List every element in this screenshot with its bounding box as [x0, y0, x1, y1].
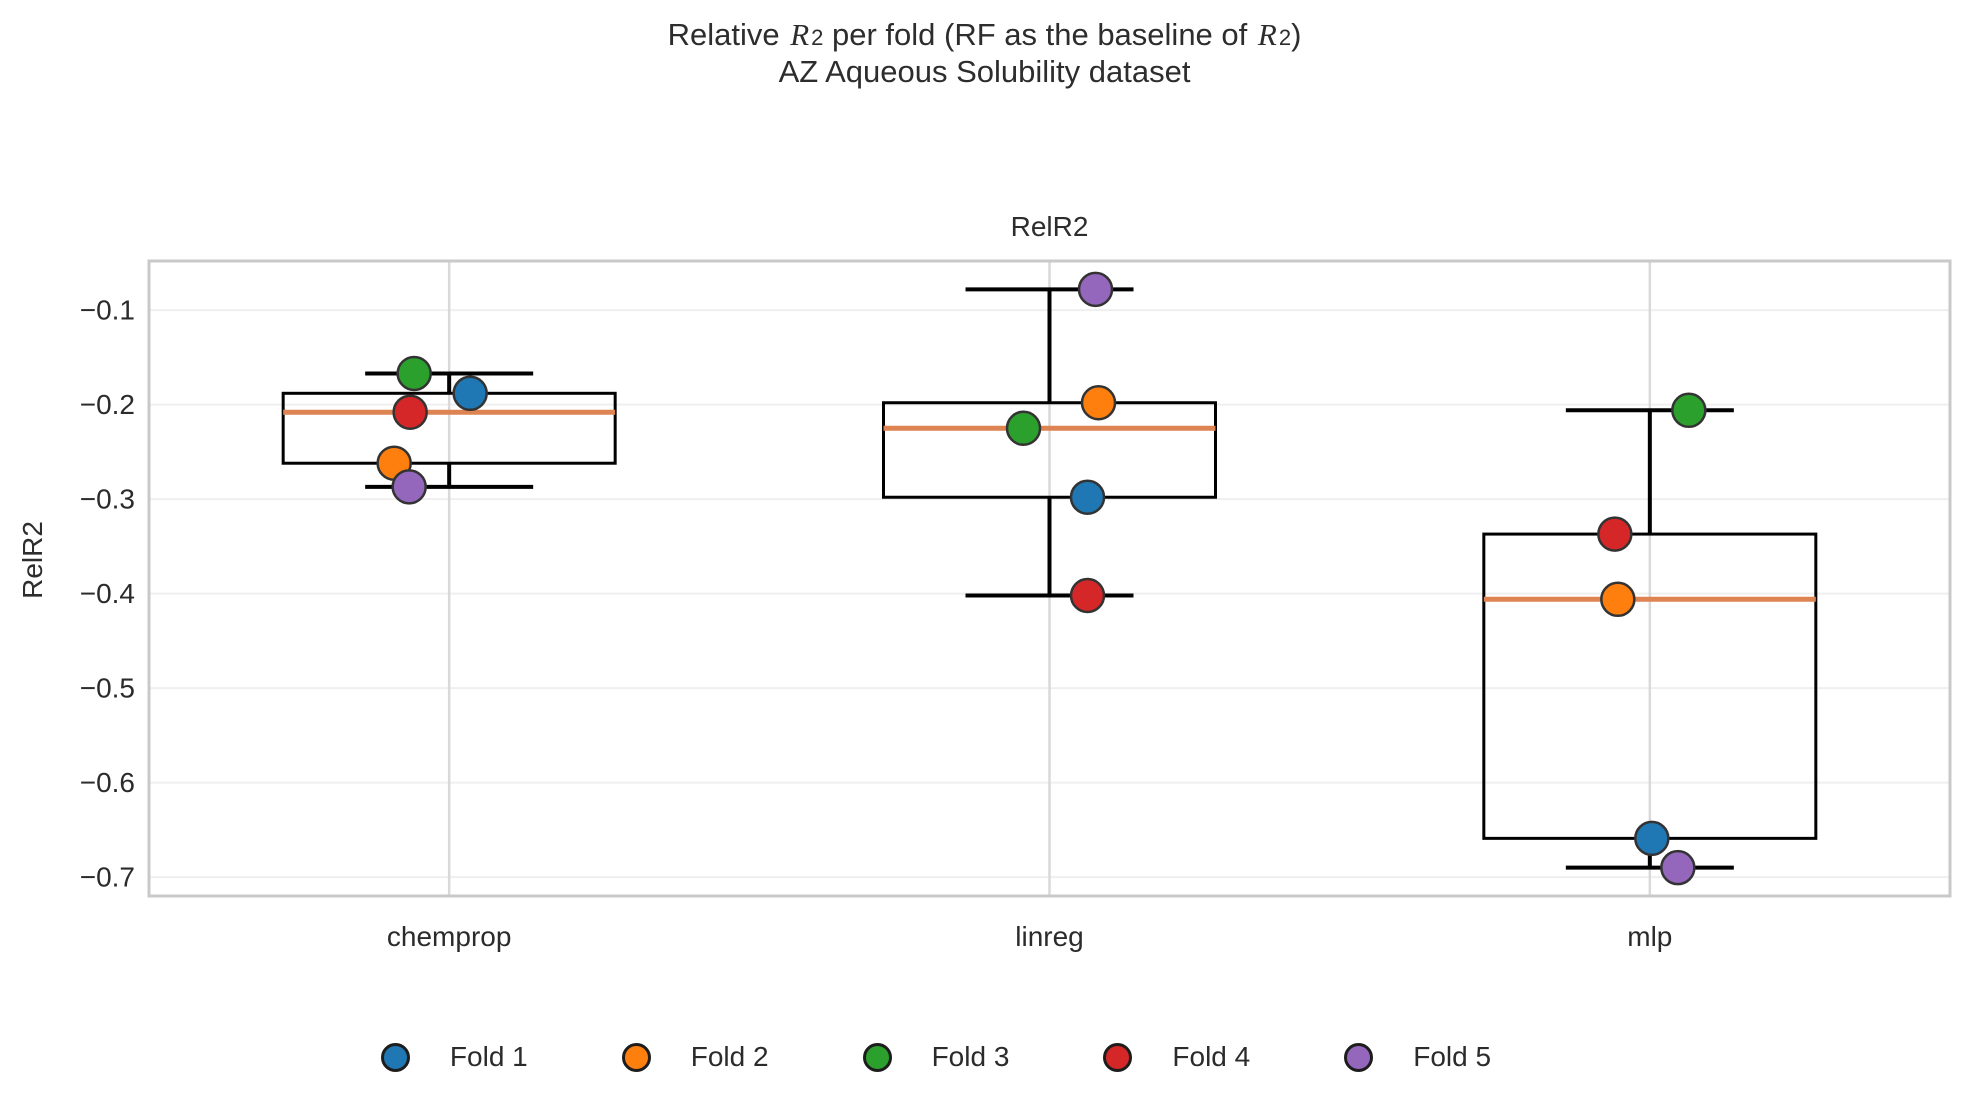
chart-title-block: Relative R2 per fold (RF as the baseline…: [0, 16, 1969, 90]
legend-item-fold-2: Fold 2: [621, 1041, 769, 1073]
data-point-chemprop-fold-5: [391, 469, 427, 505]
title-text: per fold (RF as the baseline of: [823, 17, 1256, 52]
y-tick-label: −0.1: [80, 295, 135, 326]
data-point-mlp-fold-2: [1600, 581, 1636, 618]
data-point-chemprop-fold-1: [452, 375, 488, 412]
data-point-mlp-fold-1: [1634, 820, 1670, 857]
fold-3-marker-icon: [862, 1042, 892, 1072]
data-point-mlp-fold-4: [1597, 516, 1633, 552]
title-text: Relative: [667, 17, 789, 52]
chart-subtitle: AZ Aqueous Solubility dataset: [778, 54, 1191, 89]
legend-label: Fold 5: [1413, 1041, 1492, 1072]
legend-label: Fold 4: [1172, 1041, 1251, 1072]
fold-4-marker-icon: [1103, 1042, 1133, 1072]
legend-item-fold-4: Fold 4: [1103, 1041, 1250, 1073]
data-point-chemprop-fold-4: [392, 394, 428, 430]
legend-item-fold-1: Fold 1: [380, 1041, 528, 1073]
y-tick-label: −0.4: [80, 578, 135, 609]
legend-label: Fold 1: [449, 1041, 528, 1072]
panel-title: RelR2: [1010, 211, 1089, 242]
legend-label: Fold 2: [690, 1041, 769, 1072]
fold-2-marker-icon: [621, 1042, 651, 1072]
title-superscript: 2: [1278, 25, 1292, 50]
box-linreg: [882, 401, 1217, 499]
y-tick-label: −0.7: [80, 862, 135, 893]
x-category-label: chemprop: [387, 921, 512, 952]
plot-border: [147, 259, 1952, 898]
title-superscript: 2: [811, 25, 824, 50]
chart-title: Relative R2 per fold (RF as the baseline…: [0, 16, 1969, 53]
data-point-mlp-fold-3: [1671, 392, 1707, 429]
box-chemprop: [281, 391, 617, 465]
y-tick-label: −0.3: [80, 484, 135, 515]
data-point-mlp-fold-5: [1660, 849, 1696, 886]
data-point-linreg-fold-1: [1069, 479, 1106, 515]
data-point-linreg-fold-2: [1080, 384, 1117, 421]
legend: Fold 1 Fold 2 Fold 3 Fold 4 Fold 5: [0, 1033, 1872, 1081]
x-category-label: mlp: [1627, 921, 1672, 952]
y-tick-label: −0.6: [80, 767, 135, 798]
title-math-r: R: [1257, 17, 1277, 52]
legend-item-fold-5: Fold 5: [1344, 1041, 1491, 1073]
fold-1-marker-icon: [380, 1042, 410, 1072]
legend-item-fold-3: Fold 3: [862, 1041, 1010, 1073]
data-point-linreg-fold-4: [1069, 577, 1106, 614]
data-point-linreg-fold-3: [1005, 410, 1042, 447]
x-category-label: linreg: [1015, 921, 1083, 952]
title-text: ): [1291, 17, 1302, 52]
fold-5-marker-icon: [1344, 1042, 1374, 1072]
y-tick-label: −0.2: [80, 389, 135, 420]
y-tick-label: −0.5: [80, 673, 135, 704]
data-point-linreg-fold-5: [1077, 271, 1114, 308]
legend-label: Fold 3: [931, 1041, 1010, 1072]
title-math-r: R: [790, 17, 810, 52]
data-point-chemprop-fold-3: [396, 355, 432, 392]
